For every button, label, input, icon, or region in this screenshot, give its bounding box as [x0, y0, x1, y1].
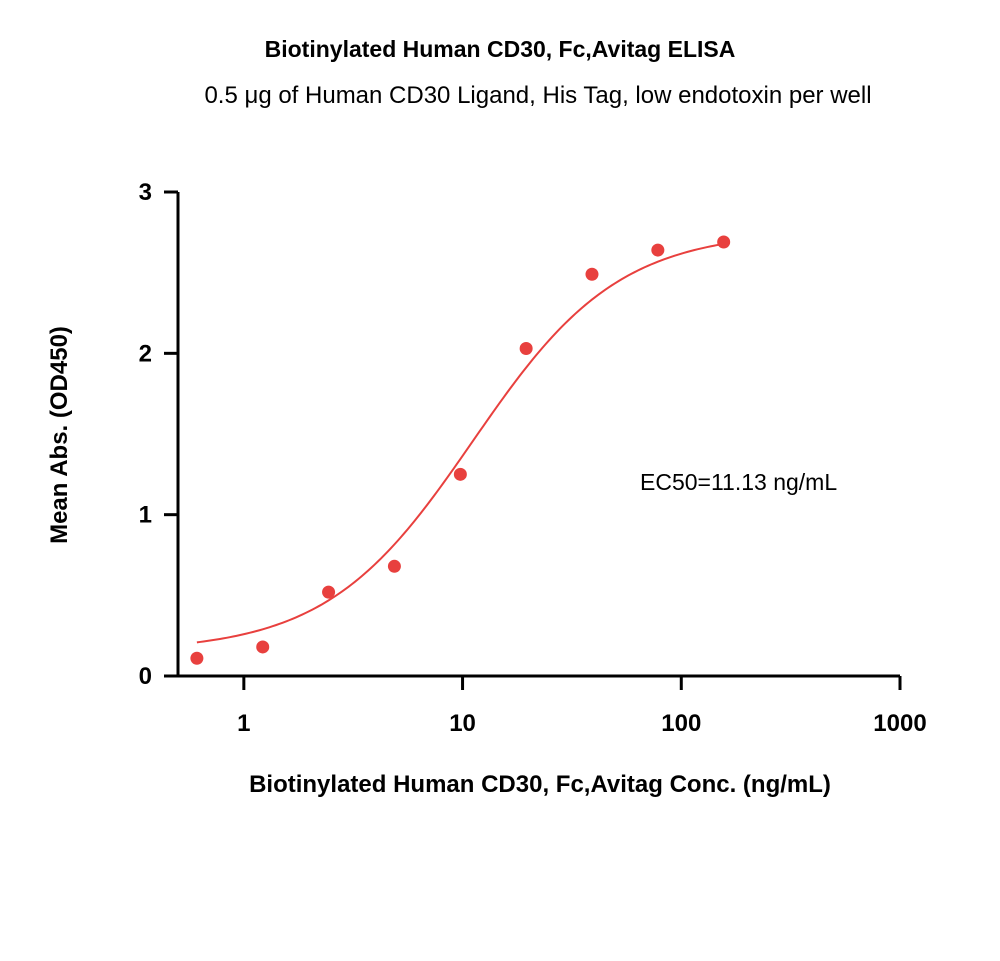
fit-curve [196, 242, 724, 644]
chart-title: Biotinylated Human CD30, Fc,Avitag ELISA [264, 36, 736, 62]
x-tick-label: 100 [661, 710, 701, 737]
data-point [651, 243, 665, 257]
data-points [190, 235, 731, 665]
y-axis-title: Mean Abs. (OD450) [46, 326, 73, 544]
data-point [717, 235, 731, 249]
ec50-annotation: EC50=11.13 ng/mL [640, 469, 837, 495]
fit-curve-group [196, 242, 724, 644]
x-axis-title: Biotinylated Human CD30, Fc,Avitag Conc.… [249, 771, 831, 798]
data-point [190, 651, 204, 665]
x-tick-label: 1 [237, 710, 250, 737]
data-point [322, 585, 336, 599]
data-point [387, 559, 401, 573]
axes: 0 1 2 3 1 10 100 1000 [139, 179, 927, 737]
data-point [519, 341, 533, 355]
y-tick-label: 3 [139, 179, 152, 206]
y-tick-label: 1 [139, 502, 152, 529]
x-tick-label: 10 [449, 710, 476, 737]
data-point [453, 467, 467, 481]
data-point [585, 267, 599, 281]
x-tick-label: 1000 [873, 710, 926, 737]
y-tick-label: 0 [139, 663, 152, 690]
data-point [256, 640, 270, 654]
y-tick-label: 2 [139, 340, 152, 367]
chart-subtitle: 0.5 μg of Human CD30 Ligand, His Tag, lo… [204, 82, 872, 109]
